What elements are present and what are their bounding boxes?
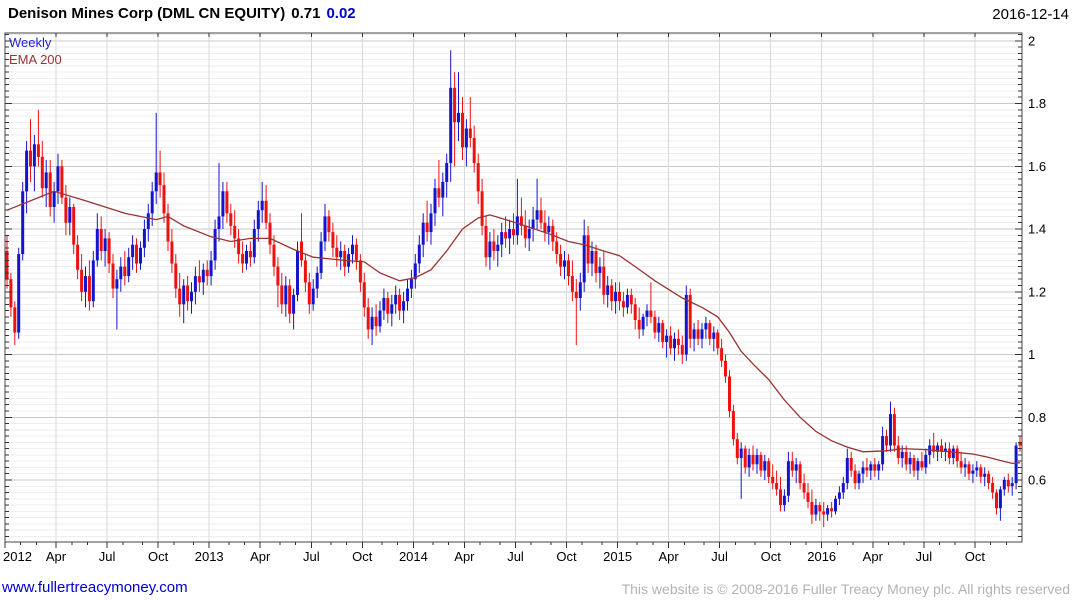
svg-text:Apr: Apr: [250, 549, 271, 564]
svg-text:2015: 2015: [603, 549, 632, 564]
price-change: 0.02: [326, 5, 356, 22]
svg-text:Apr: Apr: [46, 549, 67, 564]
svg-text:2013: 2013: [195, 549, 224, 564]
svg-text:2012: 2012: [3, 549, 32, 564]
svg-text:0.6: 0.6: [1028, 473, 1046, 488]
svg-text:Jul: Jul: [915, 549, 932, 564]
svg-text:1.6: 1.6: [1028, 159, 1046, 174]
svg-text:Apr: Apr: [863, 549, 884, 564]
svg-text:Oct: Oct: [556, 549, 577, 564]
chart-date: 2016-12-14: [992, 6, 1069, 23]
svg-text:Jul: Jul: [303, 549, 320, 564]
svg-text:1: 1: [1028, 347, 1035, 362]
footer-link[interactable]: www.fullertreacymoney.com: [2, 579, 188, 596]
svg-text:1.8: 1.8: [1028, 96, 1046, 111]
svg-text:Oct: Oct: [761, 549, 782, 564]
legend-weekly-label: Weekly: [9, 35, 52, 50]
chart-title-bar: Denison Mines Corp (DML CN EQUITY) 0.71 0.…: [8, 5, 356, 22]
svg-text:2: 2: [1028, 33, 1035, 48]
svg-text:Oct: Oct: [965, 549, 986, 564]
svg-text:Oct: Oct: [148, 549, 169, 564]
svg-text:Apr: Apr: [658, 549, 679, 564]
legend-ema-label: EMA 200: [9, 52, 62, 67]
svg-text:1.2: 1.2: [1028, 284, 1046, 299]
svg-text:Jul: Jul: [99, 549, 116, 564]
chart-title: Denison Mines Corp (DML CN EQUITY): [8, 5, 286, 22]
last-price: 0.71: [291, 5, 321, 22]
svg-text:1.4: 1.4: [1028, 222, 1046, 237]
svg-text:2016: 2016: [807, 549, 836, 564]
svg-text:Jul: Jul: [507, 549, 524, 564]
svg-text:2014: 2014: [399, 549, 428, 564]
svg-text:0.8: 0.8: [1028, 410, 1046, 425]
svg-text:Jul: Jul: [711, 549, 728, 564]
copyright-text: This website is © 2008-2016 Fuller Treac…: [621, 581, 1070, 597]
svg-text:Oct: Oct: [352, 549, 373, 564]
svg-text:Apr: Apr: [454, 549, 475, 564]
